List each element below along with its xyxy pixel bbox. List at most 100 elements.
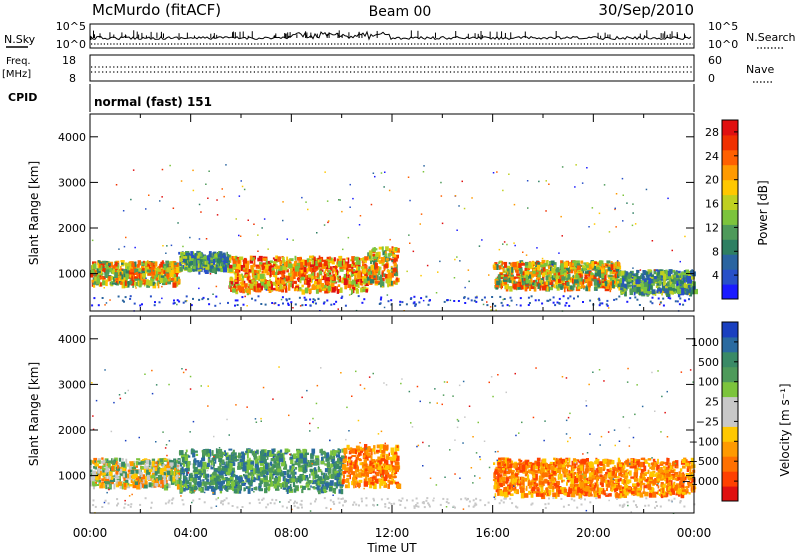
echo-speckle xyxy=(615,193,618,195)
echo-cell xyxy=(94,276,97,283)
echo-cell xyxy=(141,268,146,275)
echo-cell xyxy=(140,472,143,477)
echo-cell xyxy=(364,256,369,261)
echo-cell xyxy=(253,286,256,292)
echo-cell xyxy=(254,450,256,455)
echo-cell xyxy=(229,279,232,283)
echo-cell xyxy=(372,256,377,259)
echo-cell xyxy=(282,483,284,488)
ground-scatter-cell xyxy=(208,303,211,306)
echo-speckle xyxy=(634,223,637,225)
ground-scatter-cell xyxy=(682,303,685,306)
echo-cell xyxy=(283,274,285,278)
echo-cell xyxy=(545,278,550,284)
echo-cell xyxy=(267,450,271,454)
echo-cell xyxy=(332,450,336,456)
echo-cell xyxy=(163,484,169,491)
echo-cell xyxy=(231,462,236,467)
echo-cell xyxy=(667,276,673,279)
ground-scatter-cell xyxy=(301,304,304,307)
ground-scatter-cell xyxy=(568,304,571,307)
echo-speckle xyxy=(389,238,391,241)
echo-cell xyxy=(110,476,115,480)
echo-cell xyxy=(368,266,372,271)
echo-cell xyxy=(197,257,200,263)
echo-cell xyxy=(384,253,387,257)
echo-cell xyxy=(365,273,368,279)
echo-speckle xyxy=(459,260,461,262)
echo-cell xyxy=(380,471,385,477)
echo-cell xyxy=(130,479,135,483)
echo-cell xyxy=(377,258,380,263)
ground-scatter-cell xyxy=(294,303,297,306)
echo-cell xyxy=(597,283,600,288)
echo-cell xyxy=(322,288,327,291)
echo-speckle xyxy=(159,200,161,202)
colorbar-segment xyxy=(722,164,738,181)
echo-cell xyxy=(674,288,678,293)
echo-cell xyxy=(377,251,381,256)
ground-scatter-cell xyxy=(399,300,402,303)
echo-cell xyxy=(305,276,308,281)
ground-scatter-cell xyxy=(425,295,428,298)
echo-cell xyxy=(115,277,119,283)
echo-cell xyxy=(686,290,689,296)
echo-cell xyxy=(289,486,293,492)
echo-cell xyxy=(601,263,604,269)
echo-cell xyxy=(156,462,160,468)
echo-cell xyxy=(240,265,245,268)
echo-cell xyxy=(190,478,193,482)
echo-cell xyxy=(315,288,319,294)
echo-cell xyxy=(355,266,358,272)
echo-cell xyxy=(338,472,343,476)
echo-cell xyxy=(669,273,671,277)
echo-cell xyxy=(247,272,250,277)
colorbar-tick-label: 24 xyxy=(705,150,719,163)
echo-cell xyxy=(114,473,119,479)
echo-cell xyxy=(99,277,104,280)
echo-cell xyxy=(550,266,552,271)
echo-cell xyxy=(331,464,334,468)
echo-cell xyxy=(373,278,377,281)
echo-cell xyxy=(268,483,271,486)
echo-cell xyxy=(209,451,212,457)
echo-cell xyxy=(343,274,346,279)
echo-cell xyxy=(656,289,659,294)
echo-cell xyxy=(493,263,496,267)
echo-cell xyxy=(121,458,124,461)
echo-cell xyxy=(355,469,360,473)
echo-cell xyxy=(561,276,566,281)
echo-cell xyxy=(179,260,182,266)
echo-speckle xyxy=(299,305,302,307)
echo-speckle xyxy=(219,302,221,305)
echo-cell xyxy=(611,284,615,289)
echo-cell xyxy=(504,261,508,268)
echo-speckle xyxy=(145,277,147,279)
echo-speckle xyxy=(603,184,606,186)
echo-cell xyxy=(200,462,203,466)
echo-cell xyxy=(149,460,151,465)
echo-speckle xyxy=(471,197,473,199)
echo-cell xyxy=(94,463,98,470)
echo-speckle xyxy=(162,245,164,247)
ground-scatter-cell xyxy=(413,295,416,298)
echo-cell xyxy=(232,449,235,454)
echo-cell xyxy=(500,283,503,290)
station-title: McMurdo (fitACF) xyxy=(92,1,221,19)
echo-cell xyxy=(391,259,394,263)
echo-cell xyxy=(287,449,291,452)
echo-cell xyxy=(640,283,645,287)
echo-cell xyxy=(99,467,102,471)
echo-cell xyxy=(288,261,292,265)
echo-cell xyxy=(499,282,501,288)
echo-cell xyxy=(92,483,97,487)
echo-speckle xyxy=(513,242,515,244)
echo-cell xyxy=(309,473,311,479)
echo-cell xyxy=(329,480,334,486)
echo-cell xyxy=(327,271,332,277)
echo-cell xyxy=(516,269,519,274)
echo-cell xyxy=(253,487,258,491)
echo-cell xyxy=(544,266,546,271)
echo-cell xyxy=(177,471,181,475)
echo-cell xyxy=(183,483,188,487)
